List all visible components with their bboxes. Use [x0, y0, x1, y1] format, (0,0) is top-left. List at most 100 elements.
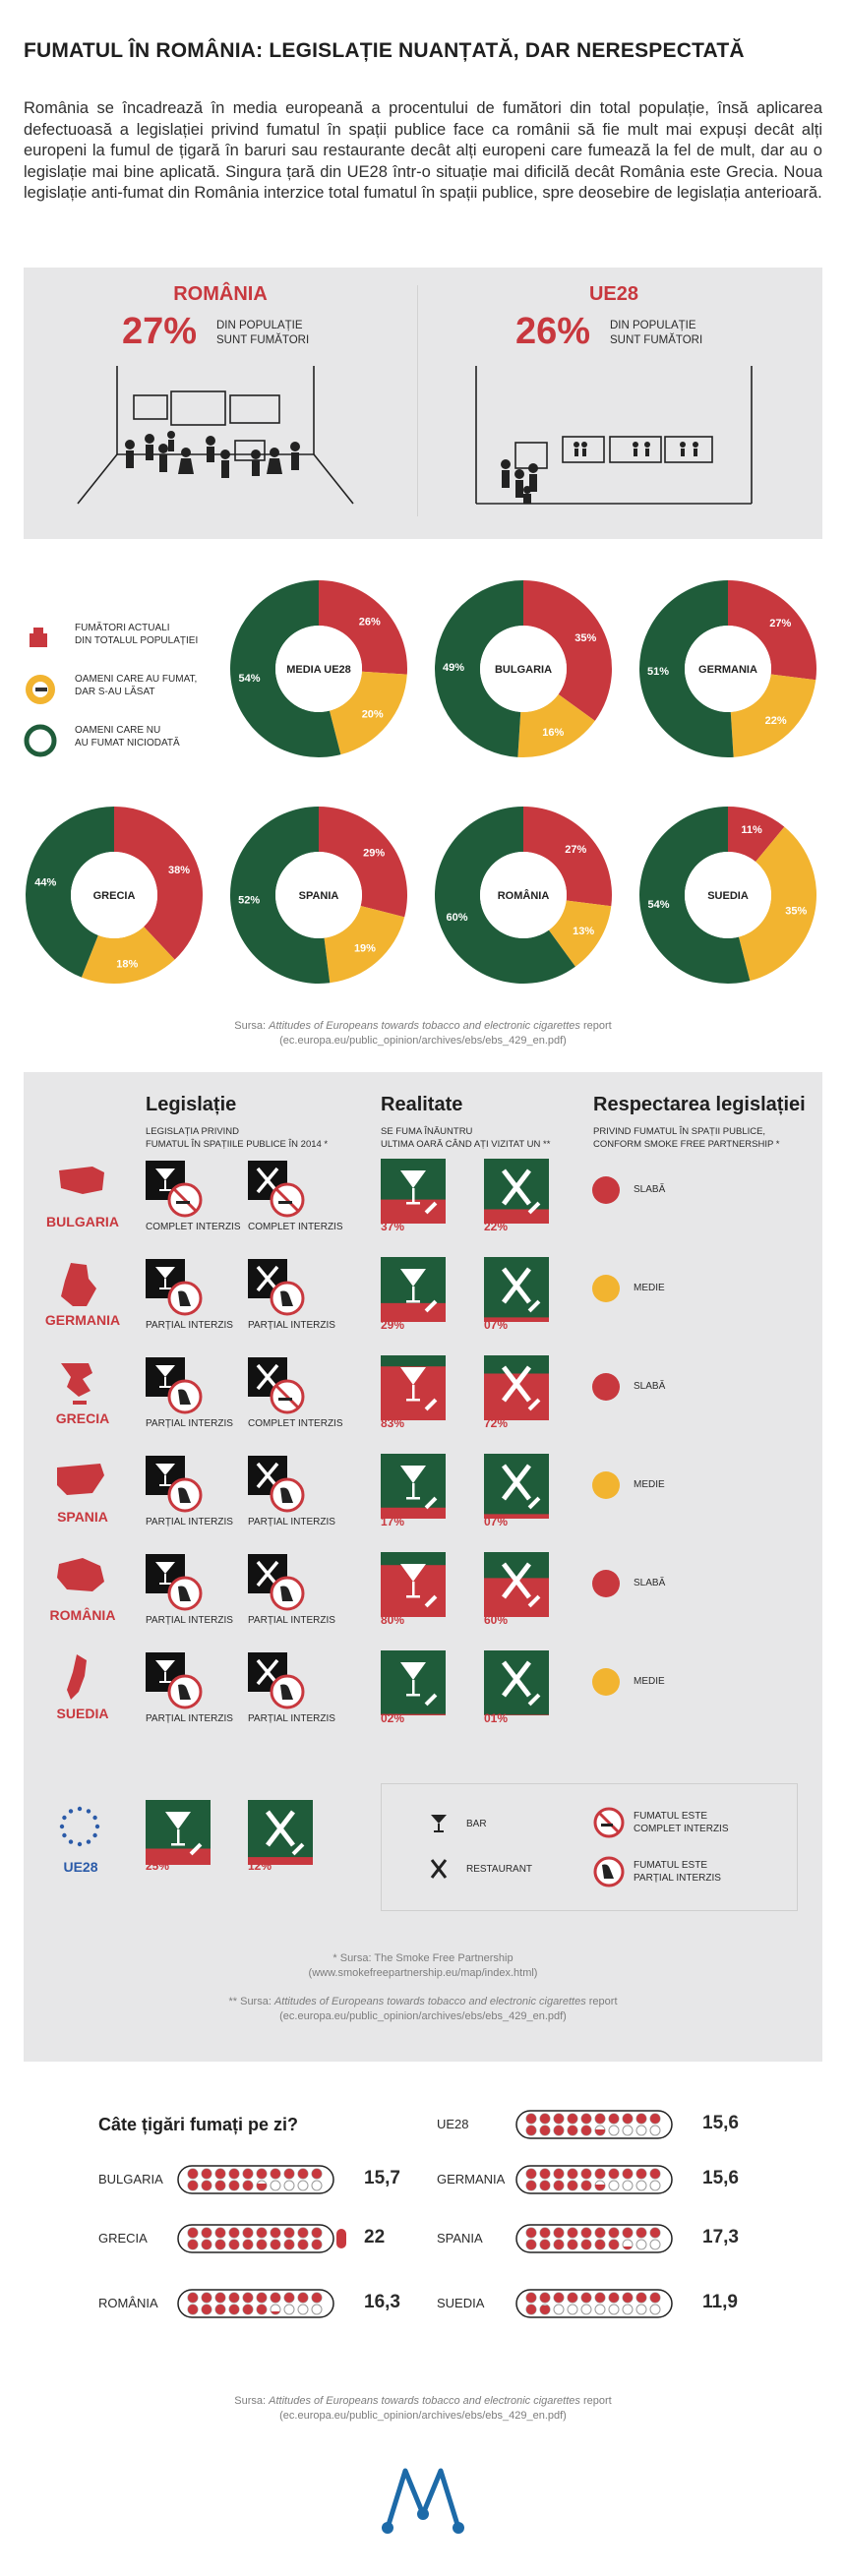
country-map-icon — [59, 1167, 104, 1194]
cigarette-dot — [243, 2169, 253, 2179]
eu-restaurant-reality-pct: 12% — [248, 1859, 272, 1873]
cigarette-dot — [215, 2305, 225, 2314]
cigarette-dot — [298, 2228, 308, 2238]
intro-paragraph: România se încadrează în media europeană… — [24, 99, 822, 202]
source-url: (ec.europa.eu/public_opinion/archives/eb… — [279, 1035, 567, 1047]
cig-source-title: Attitudes of Europeans towards tobacco a… — [269, 2395, 580, 2407]
bar-law-icon — [146, 1652, 203, 1709]
donut-never-slice — [229, 580, 341, 757]
bar-law-label: PARȚIAL INTERZIS — [146, 1418, 233, 1429]
eu-star — [68, 1809, 74, 1814]
eu-star — [86, 1839, 91, 1844]
reality-fill — [248, 1857, 313, 1865]
eu-text: DIN POPULAȚIE SUNT FUMĂTORI — [610, 319, 702, 348]
cigarette-dot — [229, 2293, 239, 2303]
cigarettes-value: 15,6 — [702, 2113, 739, 2133]
romania-label: ROMÂNIA — [173, 283, 268, 305]
donut-title: GERMANIA — [698, 664, 757, 676]
country-name: BULGARIA — [46, 1214, 119, 1229]
bar-reality-box — [381, 1454, 446, 1519]
compliance-sub-line1: PRIVIND FUMATUL ÎN SPAȚII PUBLICE, — [593, 1126, 766, 1137]
cigarette-dot — [526, 2181, 536, 2190]
cigarette-dot — [188, 2228, 198, 2238]
restaurant-law-icon — [248, 1456, 305, 1513]
cigarette-dot — [188, 2169, 198, 2179]
donut-value-label: 18% — [116, 959, 138, 971]
donut-title: MEDIA UE28 — [286, 664, 351, 676]
restaurant-law-icon — [248, 1161, 305, 1218]
restaurant-law-label: COMPLET INTERZIS — [248, 1418, 343, 1429]
romania-text-line1: DIN POPULAȚIE — [216, 320, 303, 331]
cigarettes-value: 16,3 — [364, 2292, 400, 2312]
donut-chart: 27% 22% 51% GERMANIA — [638, 580, 816, 757]
donut-value-label: 54% — [239, 673, 261, 685]
legislation-source-b: ** Sursa: Attitudes of Europeans towards… — [0, 1995, 846, 2024]
cigarette-dot — [581, 2169, 591, 2179]
legend-line2: AU FUMAT NICIODATĂ — [75, 738, 180, 749]
source-title: Attitudes of Europeans towards tobacco a… — [269, 1020, 580, 1032]
cig-source-url: (ec.europa.eu/public_opinion/archives/eb… — [279, 2410, 567, 2422]
legend-item: OAMENI CARE NU AU FUMAT NICIODATĂ — [24, 720, 220, 767]
restaurant-reality-pct: 72% — [484, 1416, 509, 1430]
cigarettes-country: UE28 — [437, 2117, 469, 2131]
cig-source-suffix: report — [579, 2395, 612, 2407]
donut-value-label: 35% — [785, 905, 807, 917]
bar-law-icon — [146, 1357, 203, 1414]
cigarette-dot — [202, 2240, 212, 2249]
eu-star — [62, 1832, 67, 1838]
cigarette-dot — [202, 2293, 212, 2303]
bar-law-icon — [146, 1554, 203, 1611]
restaurant-law-icon — [248, 1259, 305, 1316]
cigarette-dot — [609, 2240, 619, 2249]
legend-label: OAMENI CARE AU FUMAT, DAR S-AU LĂSAT — [75, 673, 197, 698]
cigarette-dot — [581, 2228, 591, 2238]
reality-fill — [381, 1507, 446, 1519]
compliance-label: MEDIE — [634, 1676, 665, 1687]
donut-current-slice — [319, 580, 407, 675]
eu-star — [77, 1806, 83, 1812]
donut-value-label: 26% — [359, 616, 381, 628]
cigarette-overflow — [336, 2229, 346, 2248]
cigarette-dot — [581, 2181, 591, 2190]
country-map-icon — [67, 1654, 87, 1700]
full-ban-icon — [593, 1807, 625, 1838]
restaurant-law-label: COMPLET INTERZIS — [248, 1222, 343, 1232]
legend-partial-line1: FUMATUL ESTE — [634, 1860, 708, 1871]
restaurant-reality-box — [484, 1257, 549, 1322]
donut-title: GRECIA — [93, 890, 136, 902]
cigarette-dot — [188, 2305, 198, 2314]
cigarette-dot — [540, 2181, 550, 2190]
donut-value-label: 27% — [769, 618, 791, 629]
cigarette-dot — [243, 2228, 253, 2238]
cigarette-dot — [636, 2293, 646, 2303]
source-prefix: Sursa: — [234, 1020, 270, 1032]
legislation-source-a-title: * Sursa: The Smoke Free Partnership — [332, 1952, 514, 1964]
donut-value-label: 49% — [443, 662, 464, 674]
cigarette-dot — [271, 2169, 280, 2179]
cigarette-dot — [595, 2114, 605, 2124]
eu-text-line1: DIN POPULAȚIE — [610, 320, 696, 331]
romania-percentage: 27% — [122, 311, 198, 352]
donut-value-label: 60% — [446, 912, 467, 924]
legislation-source-b-url: (ec.europa.eu/public_opinion/archives/eb… — [279, 2010, 567, 2022]
cigarettes-bar — [177, 2165, 334, 2194]
legend-partial-ban: FUMATUL ESTE PARȚIAL INTERZIS — [634, 1859, 721, 1885]
cigarettes-country: GERMANIA — [437, 2172, 506, 2187]
cigarette-dot — [554, 2228, 564, 2238]
donut-title: SPANIA — [299, 890, 339, 902]
legend-full-line1: FUMATUL ESTE — [634, 1811, 708, 1822]
cigarettes-value: 11,9 — [702, 2292, 738, 2312]
cigarette-dot — [581, 2240, 591, 2249]
bar-law-icon — [146, 1161, 203, 1218]
cigarette-dot — [609, 2293, 619, 2303]
restaurant-reality-pct: 22% — [484, 1220, 509, 1233]
restaurant-cutlery-icon — [430, 1859, 448, 1879]
person-smoking-icon — [30, 628, 47, 647]
cigarette-partial-dot — [595, 2185, 605, 2190]
legislation-heading: Legislație — [146, 1094, 237, 1115]
cigarette-dot — [636, 2228, 646, 2238]
cigarette-dot — [581, 2114, 591, 2124]
cigarette-dot — [271, 2228, 280, 2238]
cigarette-dot — [623, 2228, 633, 2238]
legend-label: FUMĂTORI ACTUALI DIN TOTALUL POPULAȚIEI — [75, 622, 198, 647]
